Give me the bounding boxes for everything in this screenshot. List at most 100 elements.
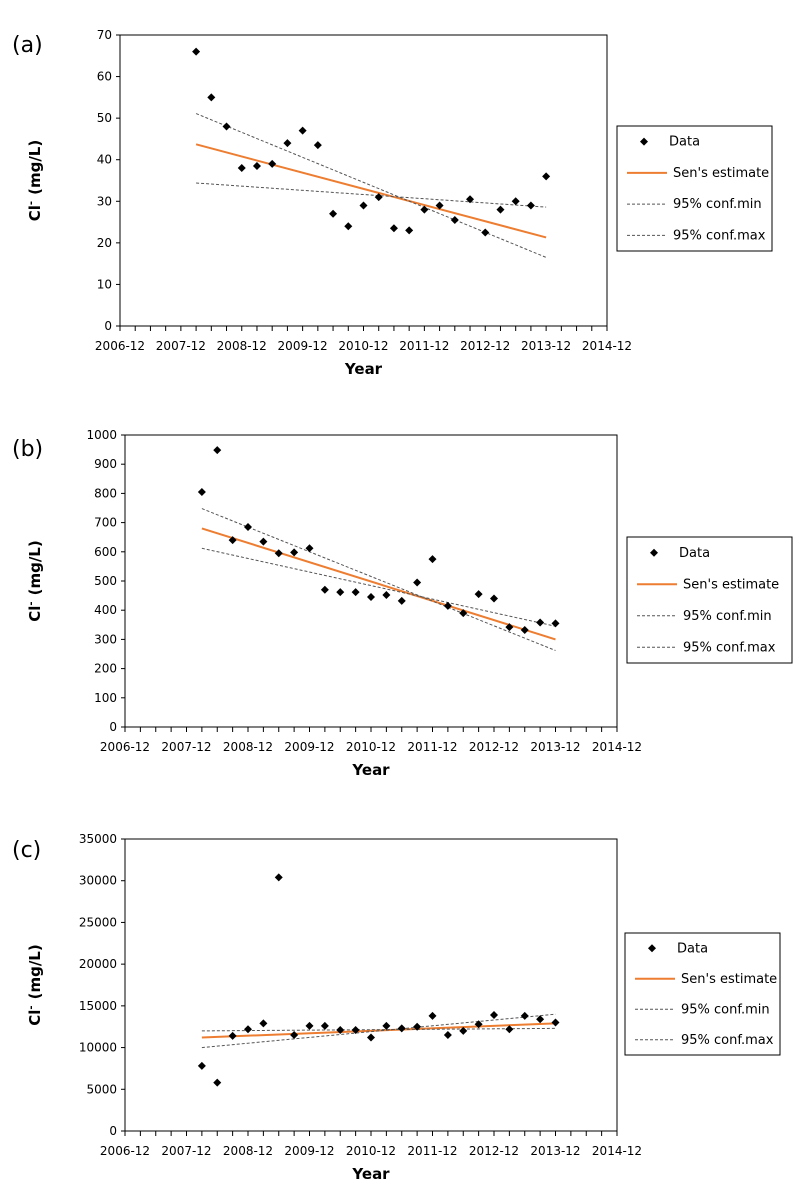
y-tick-label: 20: [97, 236, 112, 250]
data-point: [351, 1026, 360, 1035]
y-tick-label: 0: [109, 1124, 117, 1138]
data-point: [274, 549, 283, 558]
x-tick-label: 2011-12: [407, 1144, 457, 1158]
y-axis-title-unit: (mg/L): [26, 540, 44, 595]
data-point: [505, 623, 514, 632]
plot-area-frame: [124, 838, 618, 1132]
y-tick-label: 800: [94, 486, 117, 500]
data-point: [536, 1015, 545, 1024]
data-point: [397, 1024, 406, 1033]
x-tick-label: 2006-12: [95, 339, 145, 353]
conf-max-line: [201, 1013, 556, 1049]
y-tick-label: 5000: [86, 1082, 117, 1096]
y-axis-title: Cl- (mg/L): [26, 540, 44, 621]
data-point: [313, 141, 322, 150]
legend: Data Sen's estimate 95% conf.min 95% conf.m…: [626, 536, 793, 664]
conf-min-line: [201, 1027, 556, 1032]
data-point: [520, 1011, 529, 1020]
data-point: [405, 226, 414, 235]
data-point: [466, 195, 475, 204]
data-point: [496, 205, 505, 214]
y-tick-label: 0: [104, 319, 112, 333]
data-point: [228, 536, 237, 545]
x-tick-label: 2007-12: [161, 740, 211, 754]
x-tick-label: 2008-12: [223, 1144, 273, 1158]
legend-label-min: 95% conf.min: [683, 609, 772, 624]
data-point: [290, 1031, 299, 1040]
y-tick-label: 0: [109, 720, 117, 734]
x-tick-label: 2010-12: [346, 1144, 396, 1158]
x-tick-label: 2012-12: [469, 1144, 519, 1158]
data-point: [197, 487, 206, 496]
x-tick-label: 2009-12: [284, 740, 334, 754]
data-point: [420, 205, 429, 214]
x-tick-label: 2012-12: [460, 339, 510, 353]
conf-min-line: [201, 547, 556, 627]
x-tick-label: 2006-12: [100, 1144, 150, 1158]
conf-max-line: [195, 113, 547, 258]
y-tick-label: 500: [94, 574, 117, 588]
data-point: [351, 588, 360, 597]
y-tick-label: 300: [94, 632, 117, 646]
chart-panel-b: (b) 0 100 200 300 400 500 600 700 800 900 1000 2006-…: [0, 400, 800, 800]
x-tick-label: 2008-12: [223, 740, 273, 754]
data-point: [213, 446, 222, 455]
data-point: [542, 172, 551, 181]
y-tick-label: 70: [97, 28, 112, 42]
x-tick-label: 2013-12: [521, 339, 571, 353]
legend-box: [626, 536, 793, 664]
data-point: [367, 593, 375, 602]
data-point: [228, 1031, 237, 1040]
plot-area-frame: [119, 34, 608, 327]
legend-box: [616, 125, 773, 252]
legend-label-data: Data: [669, 135, 700, 150]
y-tick-label: 25000: [79, 915, 117, 929]
panel-label: (c): [12, 838, 41, 863]
data-point: [336, 1026, 345, 1035]
x-tick-label: 2009-12: [284, 1144, 334, 1158]
x-tick-label: 2014-12: [582, 339, 632, 353]
legend-data-symbol: [650, 548, 658, 557]
data-point: [197, 1061, 206, 1070]
data-point: [443, 1031, 452, 1040]
y-tick-label: 10: [97, 277, 112, 291]
legend-label-max: 95% conf.max: [681, 1033, 774, 1048]
y-tick-label: 50: [97, 111, 112, 125]
chart-panel-c: (c) 0 5000 10000 15000 20000 25000 30000 35000 20…: [0, 800, 800, 1197]
data-point: [551, 619, 560, 628]
data-point: [207, 93, 216, 102]
x-tick-label: 2009-12: [278, 339, 328, 353]
y-tick-label: 1000: [86, 428, 117, 442]
chart-svg: (b) 0 100 200 300 400 500 600 700 800 900 1000 2006-…: [12, 428, 793, 779]
data-point: [252, 161, 261, 170]
x-tick-label: 2011-12: [407, 740, 457, 754]
x-tick-label: 2013-12: [530, 1144, 580, 1158]
x-tick-label: 2014-12: [592, 740, 642, 754]
conf-max-line: [201, 508, 556, 651]
data-point: [428, 555, 437, 564]
y-axis-title-main: Cl: [26, 1010, 44, 1026]
legend-box: [624, 932, 781, 1056]
x-tick-label: 2006-12: [100, 740, 150, 754]
data-point: [459, 609, 468, 618]
data-point: [305, 544, 314, 553]
data-point: [450, 215, 459, 224]
y-axis-title-sup: -: [26, 201, 37, 205]
data-point: [536, 618, 545, 627]
y-tick-label: 200: [94, 662, 117, 676]
y-tick-label: 30: [97, 194, 112, 208]
data-point: [481, 228, 490, 237]
data-point: [259, 537, 268, 546]
data-point: [443, 601, 452, 610]
data-point: [511, 197, 520, 206]
data-point: [274, 873, 283, 882]
y-axis-title: Cl- (mg/L): [26, 140, 44, 221]
y-axis-title: Cl- (mg/L): [26, 944, 44, 1025]
y-axis-title-sup: -: [26, 1005, 37, 1009]
x-axis-title: Year: [344, 360, 383, 378]
chart-svg: (c) 0 5000 10000 15000 20000 25000 30000 35000 20…: [12, 832, 781, 1183]
y-tick-label: 35000: [79, 832, 117, 846]
data-point: [474, 1020, 483, 1029]
y-tick-label: 600: [94, 545, 117, 559]
data-point: [474, 590, 483, 599]
